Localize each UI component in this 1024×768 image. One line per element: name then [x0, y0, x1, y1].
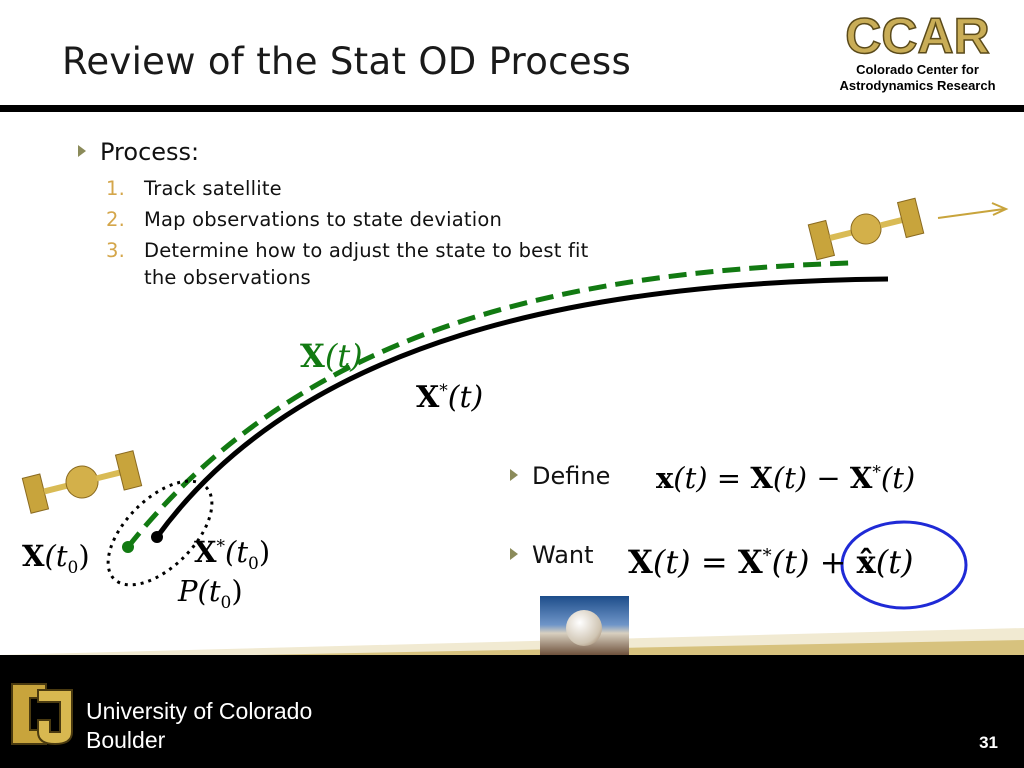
- ccar-logo-acronym: CCAR: [845, 8, 991, 64]
- observatory-dome: [566, 610, 602, 646]
- header-divider: [0, 105, 1024, 112]
- bullet-arrow-icon: [510, 548, 518, 560]
- want-label: Want: [532, 541, 594, 569]
- step-text: Map observations to state deviation: [144, 208, 503, 231]
- list-item: 2. Map observations to state deviation: [106, 206, 626, 233]
- initial-ref-point: [151, 531, 163, 543]
- reference-trajectory: [154, 276, 889, 539]
- covariance-label: P(t0): [178, 574, 243, 613]
- university-line-2: Boulder: [86, 727, 166, 753]
- process-steps-list: 1. Track satellite 2. Map observations to …: [106, 175, 626, 295]
- page-number: 31: [979, 733, 998, 752]
- highlight-circle: [840, 520, 968, 610]
- slide-title: Review of the Stat OD Process: [62, 40, 632, 83]
- ccar-logo-line2: Astrodynamics Research: [839, 78, 996, 93]
- bullet-arrow-icon: [510, 469, 518, 481]
- true-trajectory: [126, 260, 851, 549]
- initial-true-point: [122, 541, 134, 553]
- step-number: 2.: [106, 208, 126, 231]
- step-text: Determine how to adjust the state to bes…: [144, 239, 589, 289]
- bullet-arrow-icon: [78, 145, 86, 157]
- step-text: Track satellite: [144, 177, 282, 200]
- ccar-logo-line1: Colorado Center for: [856, 62, 979, 77]
- initial-true-state-label: X(t0): [22, 539, 90, 578]
- step-number: 1.: [106, 177, 126, 200]
- reference-trajectory-label: X*(t): [416, 380, 484, 415]
- footer-band: [0, 655, 1024, 768]
- define-label: Define: [532, 462, 611, 490]
- satellite-icon: [807, 197, 925, 261]
- list-item: 1. Track satellite: [106, 175, 626, 202]
- university-line-1: University of Colorado: [86, 698, 313, 724]
- true-trajectory-label: X(t): [300, 337, 363, 375]
- covariance-ellipse: [106, 479, 214, 587]
- initial-ref-state-label: X*(t0): [194, 535, 271, 574]
- want-equation: X(t) = X*(t) + x̂(t): [628, 543, 914, 581]
- define-equation: x(t) = X(t) − X*(t): [656, 461, 916, 495]
- step-number: 3.: [106, 239, 126, 262]
- process-heading: Process:: [100, 138, 200, 166]
- velocity-arrow-icon: [937, 202, 1009, 219]
- university-name: University of Colorado Boulder: [86, 697, 312, 755]
- process-bullet: Process:: [78, 138, 199, 166]
- ccar-logo: CCAR Colorado Center for Astrodynamics R…: [830, 8, 1005, 94]
- satellite-icon: [21, 450, 143, 514]
- list-item: 3. Determine how to adjust the state to b…: [106, 237, 626, 291]
- observatory-photo: [540, 596, 629, 656]
- define-bullet: Define: [510, 462, 610, 490]
- want-bullet: Want: [510, 541, 594, 569]
